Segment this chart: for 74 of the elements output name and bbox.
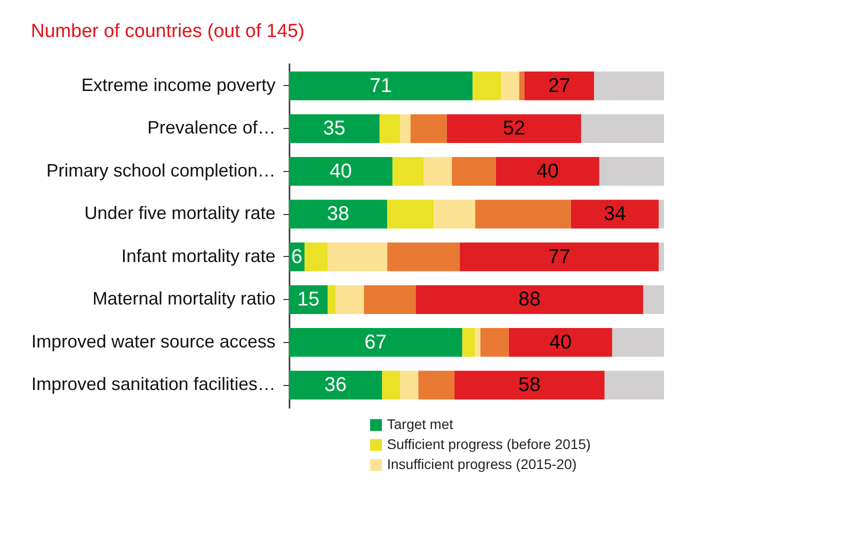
bar — [328, 285, 336, 314]
bar — [446, 114, 582, 143]
bar — [418, 370, 455, 400]
bar — [304, 242, 328, 272]
bar — [454, 370, 605, 400]
bar — [475, 200, 571, 228]
y-tick-label: Maternal mortality ratio — [92, 288, 276, 309]
bar — [452, 157, 496, 186]
legend-label: Target met — [387, 416, 454, 432]
bar — [328, 242, 388, 272]
bar — [289, 72, 473, 100]
data-label: 58 — [518, 374, 541, 396]
bar — [570, 200, 659, 228]
data-label: 35 — [323, 118, 346, 140]
bar — [524, 72, 594, 100]
bar — [472, 72, 502, 100]
legend-label: Sufficient progress (before 2015) — [387, 436, 591, 452]
bar — [382, 370, 400, 400]
bar — [289, 114, 380, 143]
data-label: 71 — [370, 74, 392, 97]
y-tick-label: Under five mortality rate — [84, 203, 276, 224]
y-tick-label: Improved sanitation facilities… — [31, 374, 276, 394]
bar — [387, 242, 460, 272]
bar — [480, 328, 509, 357]
bar — [387, 200, 434, 228]
bar — [604, 370, 664, 400]
data-label: 40 — [549, 331, 572, 354]
y-tick-label: Prevalence of… — [147, 118, 276, 138]
bar — [501, 72, 520, 100]
bar — [364, 285, 416, 314]
bar — [462, 328, 476, 357]
bar — [289, 328, 462, 357]
data-label: 67 — [364, 331, 387, 354]
bar — [475, 328, 480, 357]
bar — [423, 157, 452, 186]
y-tick-label: Infant mortality rate — [121, 246, 276, 266]
chart-title: Number of countries (out of 145) — [30, 21, 304, 42]
y-tick-label: Primary school completion… — [46, 160, 276, 180]
data-label: 38 — [327, 203, 350, 226]
y-tick-label: Extreme income poverty — [81, 74, 276, 95]
bar — [380, 114, 400, 143]
bar — [289, 200, 388, 228]
data-label: 88 — [518, 288, 541, 311]
bar — [519, 72, 524, 100]
bar — [612, 328, 664, 357]
y-tick-label: Improved water source access — [31, 331, 276, 352]
data-label: 40 — [536, 160, 559, 182]
bar — [658, 242, 664, 272]
data-label: 52 — [502, 118, 526, 140]
bar — [599, 157, 664, 186]
data-label: 15 — [297, 288, 320, 311]
bar — [434, 200, 476, 228]
data-label: 40 — [330, 160, 352, 182]
bar — [289, 370, 382, 400]
bar — [594, 72, 664, 100]
bar — [400, 114, 411, 143]
bar — [410, 114, 447, 143]
bar — [658, 200, 664, 228]
bar — [336, 285, 364, 314]
data-label: 36 — [324, 374, 347, 396]
bar — [400, 370, 418, 400]
bar — [392, 157, 424, 186]
data-label: 34 — [604, 203, 626, 226]
bar — [289, 157, 392, 186]
data-label: 27 — [548, 74, 570, 97]
bar — [496, 157, 600, 186]
data-label: 6 — [291, 246, 302, 268]
bar — [460, 242, 659, 272]
bar — [581, 114, 664, 143]
bar — [416, 285, 644, 314]
bar — [643, 285, 664, 314]
legend-label: Insufficient progress (2015-20) — [387, 456, 577, 472]
data-label: 77 — [548, 246, 570, 268]
bar — [508, 328, 612, 357]
